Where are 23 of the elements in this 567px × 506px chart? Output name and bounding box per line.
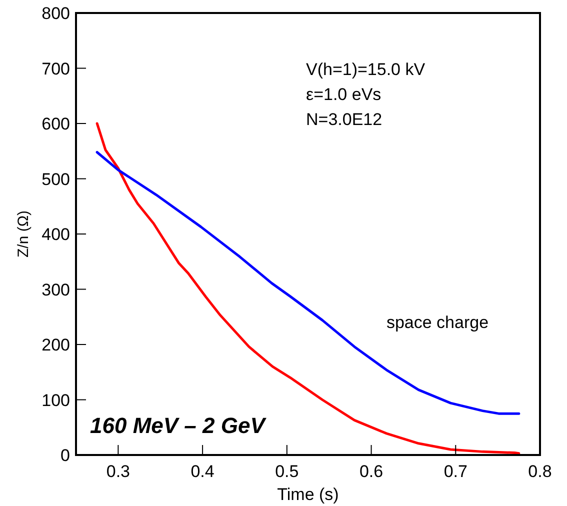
y-tick-label: 500 — [42, 170, 70, 189]
series-label: space charge — [386, 312, 489, 332]
y-axis-title: Z/n (Ω) — [15, 210, 32, 258]
y-tick-label: 700 — [42, 59, 70, 78]
annotation: ε=1.0 eVs — [306, 85, 382, 104]
y-tick-label: 200 — [42, 336, 70, 354]
y-tick-label: 600 — [42, 114, 70, 134]
y-tick-label: 100 — [42, 390, 70, 410]
line-series — [96, 150, 520, 415]
x-tick-label: 0.7 — [444, 462, 468, 481]
x-axis-title: Time (s) — [277, 485, 339, 504]
y-tick-label: 300 — [42, 280, 70, 300]
y-tick-label: 0 — [60, 446, 70, 465]
y-tick-label: 800 — [42, 4, 70, 23]
x-tick-label: 0.5 — [275, 462, 299, 481]
x-tick-label: 0.3 — [106, 462, 130, 481]
y-tick-label: 400 — [42, 225, 70, 244]
annotation: 160 MeV – 2 GeV — [90, 413, 268, 438]
x-tick-label: 0.6 — [359, 462, 384, 481]
x-tick-label: 0.4 — [190, 462, 214, 481]
x-tick-label: 0.8 — [528, 462, 552, 481]
annotation: N=3.0E12 — [306, 110, 382, 129]
annotation: V(h=1)=15.0 kV — [306, 60, 426, 79]
